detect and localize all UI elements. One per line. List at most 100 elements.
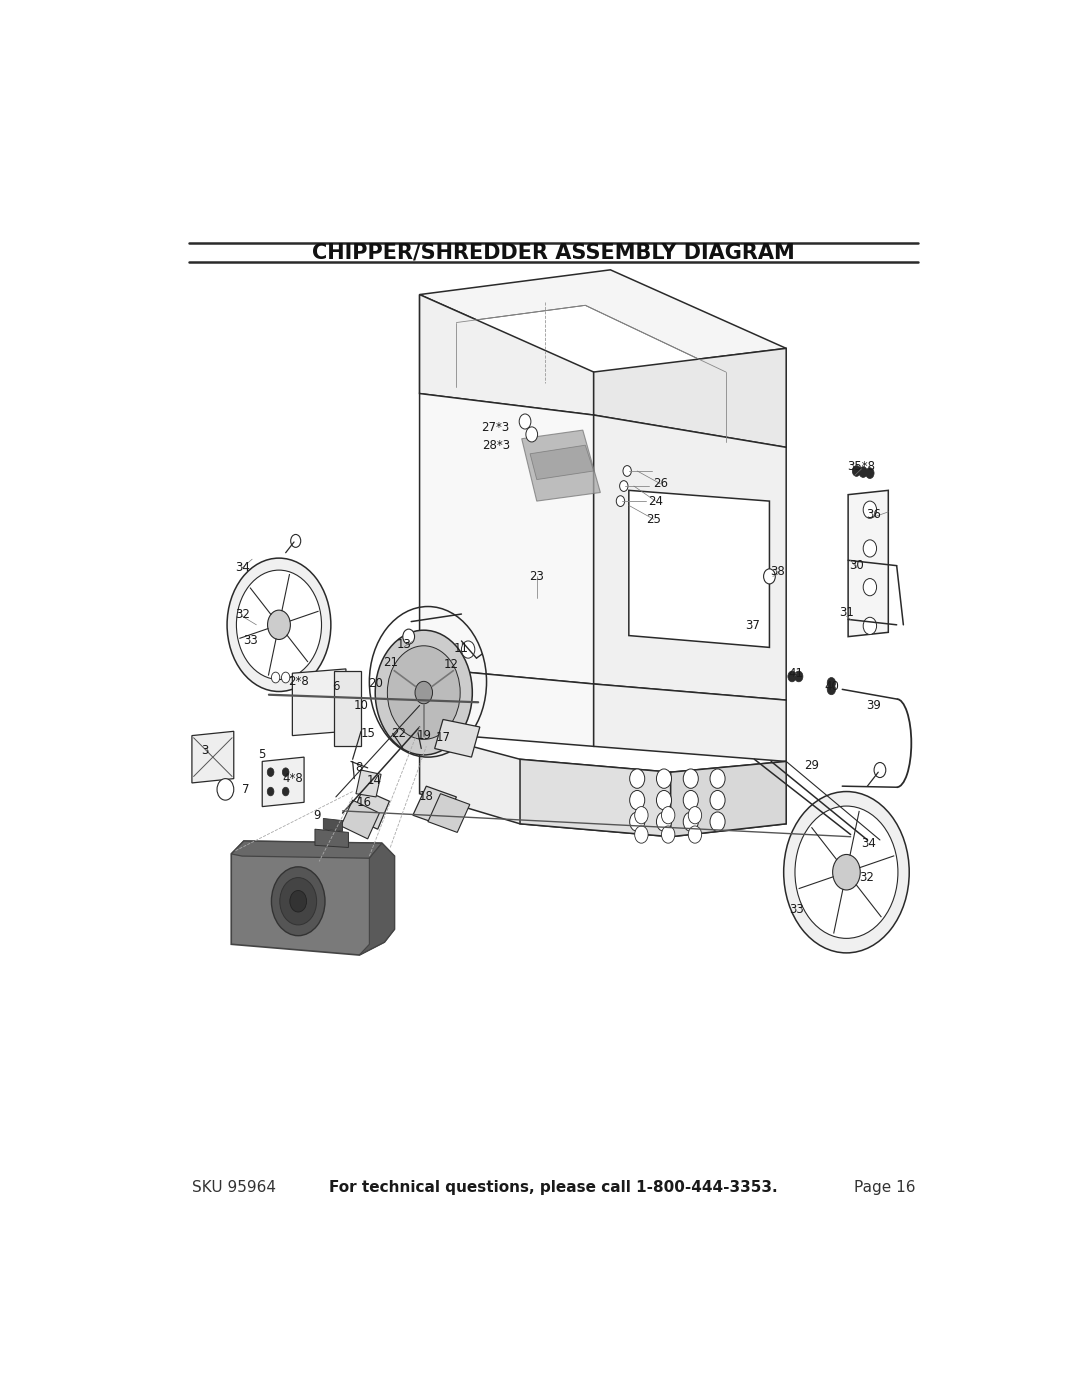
Text: 14: 14 xyxy=(367,774,382,788)
Polygon shape xyxy=(848,490,889,637)
Circle shape xyxy=(630,812,645,831)
Circle shape xyxy=(280,877,316,925)
Text: 41: 41 xyxy=(788,666,804,680)
Circle shape xyxy=(388,645,460,739)
Text: 36: 36 xyxy=(866,507,880,521)
Circle shape xyxy=(657,791,672,810)
Polygon shape xyxy=(231,841,382,858)
Text: 3: 3 xyxy=(201,745,208,757)
Text: 30: 30 xyxy=(849,559,864,573)
Text: 32: 32 xyxy=(859,872,874,884)
Circle shape xyxy=(863,539,877,557)
Circle shape xyxy=(237,570,322,679)
Circle shape xyxy=(795,806,897,939)
Polygon shape xyxy=(293,669,346,736)
Circle shape xyxy=(617,496,624,507)
Circle shape xyxy=(630,791,645,810)
Text: 8: 8 xyxy=(355,761,363,774)
Circle shape xyxy=(710,791,725,810)
Text: 5: 5 xyxy=(258,749,266,761)
Polygon shape xyxy=(420,394,594,685)
Circle shape xyxy=(795,671,802,682)
Circle shape xyxy=(282,672,289,683)
Circle shape xyxy=(217,778,233,800)
Text: For technical questions, please call 1-800-444-3353.: For technical questions, please call 1-8… xyxy=(329,1180,778,1194)
Polygon shape xyxy=(351,789,390,830)
Polygon shape xyxy=(428,793,470,833)
Circle shape xyxy=(863,502,877,518)
Polygon shape xyxy=(594,415,786,700)
Circle shape xyxy=(282,788,289,796)
Text: 37: 37 xyxy=(745,619,760,633)
Circle shape xyxy=(403,629,415,644)
Circle shape xyxy=(827,685,836,694)
Text: 12: 12 xyxy=(444,658,459,671)
Text: 34: 34 xyxy=(861,837,876,849)
Text: 9: 9 xyxy=(313,809,321,821)
Circle shape xyxy=(271,672,280,683)
Circle shape xyxy=(375,630,472,754)
Circle shape xyxy=(764,569,775,584)
Circle shape xyxy=(863,617,877,634)
Circle shape xyxy=(268,610,291,640)
Text: 40: 40 xyxy=(824,679,839,693)
Circle shape xyxy=(852,465,861,476)
Circle shape xyxy=(657,768,672,788)
Polygon shape xyxy=(530,446,594,479)
Circle shape xyxy=(267,788,274,796)
Text: 18: 18 xyxy=(419,791,434,803)
Text: 15: 15 xyxy=(361,726,375,740)
Circle shape xyxy=(859,467,867,478)
Circle shape xyxy=(657,812,672,831)
Polygon shape xyxy=(334,671,361,746)
Circle shape xyxy=(461,641,475,658)
Polygon shape xyxy=(356,770,381,796)
Circle shape xyxy=(688,826,702,844)
Text: 13: 13 xyxy=(397,637,411,651)
Text: 2*8: 2*8 xyxy=(288,675,309,689)
Circle shape xyxy=(267,768,274,777)
Circle shape xyxy=(661,826,675,844)
Text: 17: 17 xyxy=(435,731,450,745)
Circle shape xyxy=(623,465,632,476)
Circle shape xyxy=(710,768,725,788)
Polygon shape xyxy=(420,270,786,372)
Text: 28*3: 28*3 xyxy=(483,439,511,451)
Polygon shape xyxy=(594,685,786,761)
Text: 10: 10 xyxy=(353,698,368,712)
Circle shape xyxy=(866,468,874,479)
Text: SKU 95964: SKU 95964 xyxy=(192,1180,275,1194)
Polygon shape xyxy=(594,348,786,447)
Polygon shape xyxy=(231,841,394,956)
Circle shape xyxy=(684,791,699,810)
Text: CHIPPER/SHREDDER ASSEMBLY DIAGRAM: CHIPPER/SHREDDER ASSEMBLY DIAGRAM xyxy=(312,243,795,263)
Polygon shape xyxy=(420,668,594,746)
Circle shape xyxy=(620,481,627,492)
Polygon shape xyxy=(420,732,786,837)
Circle shape xyxy=(526,427,538,441)
Polygon shape xyxy=(629,490,769,647)
Circle shape xyxy=(684,812,699,831)
Text: 34: 34 xyxy=(234,562,249,574)
Text: 35*8: 35*8 xyxy=(848,460,876,474)
Text: 23: 23 xyxy=(529,570,544,583)
Circle shape xyxy=(874,763,886,778)
Polygon shape xyxy=(457,306,726,390)
Polygon shape xyxy=(360,844,394,956)
Text: 25: 25 xyxy=(647,513,661,525)
Circle shape xyxy=(863,578,877,595)
Polygon shape xyxy=(413,787,457,826)
Circle shape xyxy=(710,812,725,831)
Polygon shape xyxy=(420,295,594,415)
Text: 11: 11 xyxy=(454,643,469,655)
Polygon shape xyxy=(262,757,305,806)
Polygon shape xyxy=(726,348,786,447)
Text: 16: 16 xyxy=(356,796,372,809)
Circle shape xyxy=(519,414,531,429)
Text: 38: 38 xyxy=(770,564,785,577)
Circle shape xyxy=(688,806,702,824)
Polygon shape xyxy=(434,719,480,757)
Text: Page 16: Page 16 xyxy=(853,1180,915,1194)
Text: 33: 33 xyxy=(243,634,258,647)
Text: 6: 6 xyxy=(333,679,339,693)
